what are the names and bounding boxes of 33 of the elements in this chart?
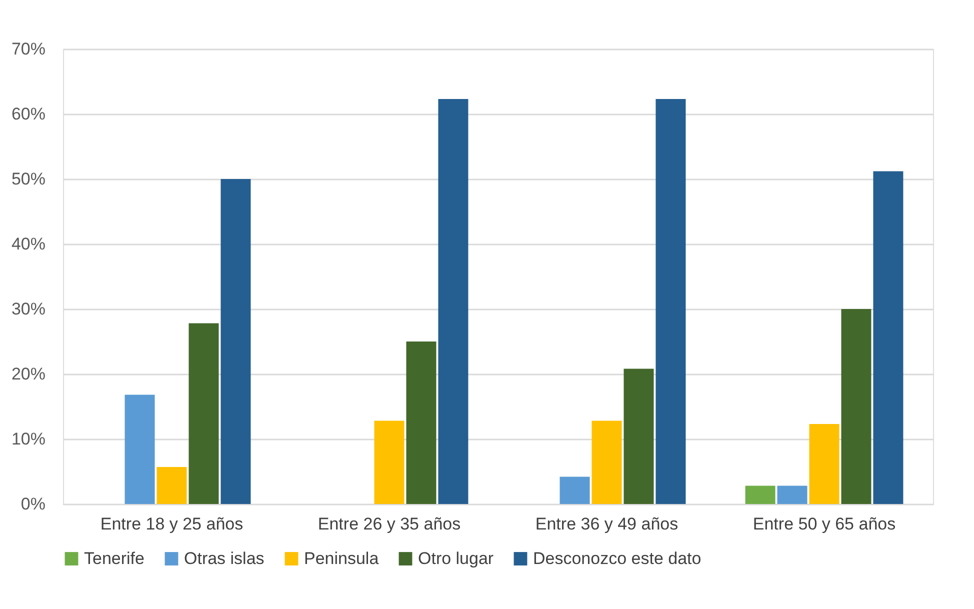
bar xyxy=(841,309,872,504)
legend-label: Tenerife xyxy=(84,548,144,568)
x-tick-label: Entre 36 y 49 años xyxy=(535,514,678,534)
y-tick-label: 0% xyxy=(20,494,46,514)
bar xyxy=(124,394,155,504)
x-tick-label: Entre 26 y 35 años xyxy=(318,514,461,534)
bar xyxy=(777,486,808,504)
y-tick-label: 60% xyxy=(11,104,46,124)
x-tick-label: Entre 18 y 25 años xyxy=(100,514,244,534)
y-tick-label: 20% xyxy=(11,364,46,384)
y-tick-label: 30% xyxy=(11,300,46,318)
bar xyxy=(560,476,590,504)
legend-label: Otro lugar xyxy=(418,548,494,568)
y-tick-label: 70% xyxy=(11,40,46,58)
bar xyxy=(809,424,840,504)
bar xyxy=(745,486,776,504)
bar xyxy=(156,466,187,504)
bar xyxy=(220,179,251,504)
y-tick-label: 50% xyxy=(11,170,46,188)
legend-label: Otras islas xyxy=(184,548,264,568)
bar xyxy=(188,323,219,504)
bar xyxy=(438,99,468,504)
x-tick-label: Entre 50 y 65 años xyxy=(752,514,896,534)
bar xyxy=(406,342,436,504)
y-tick-label: 40% xyxy=(11,234,46,254)
bar xyxy=(374,420,404,504)
legend-label: Desconozco este dato xyxy=(533,548,702,568)
bar xyxy=(873,171,904,504)
y-tick-label: 10% xyxy=(11,430,46,448)
bar xyxy=(592,420,622,504)
bar xyxy=(656,99,686,504)
bar xyxy=(624,368,654,504)
legend-label: Peninsula xyxy=(304,548,380,568)
